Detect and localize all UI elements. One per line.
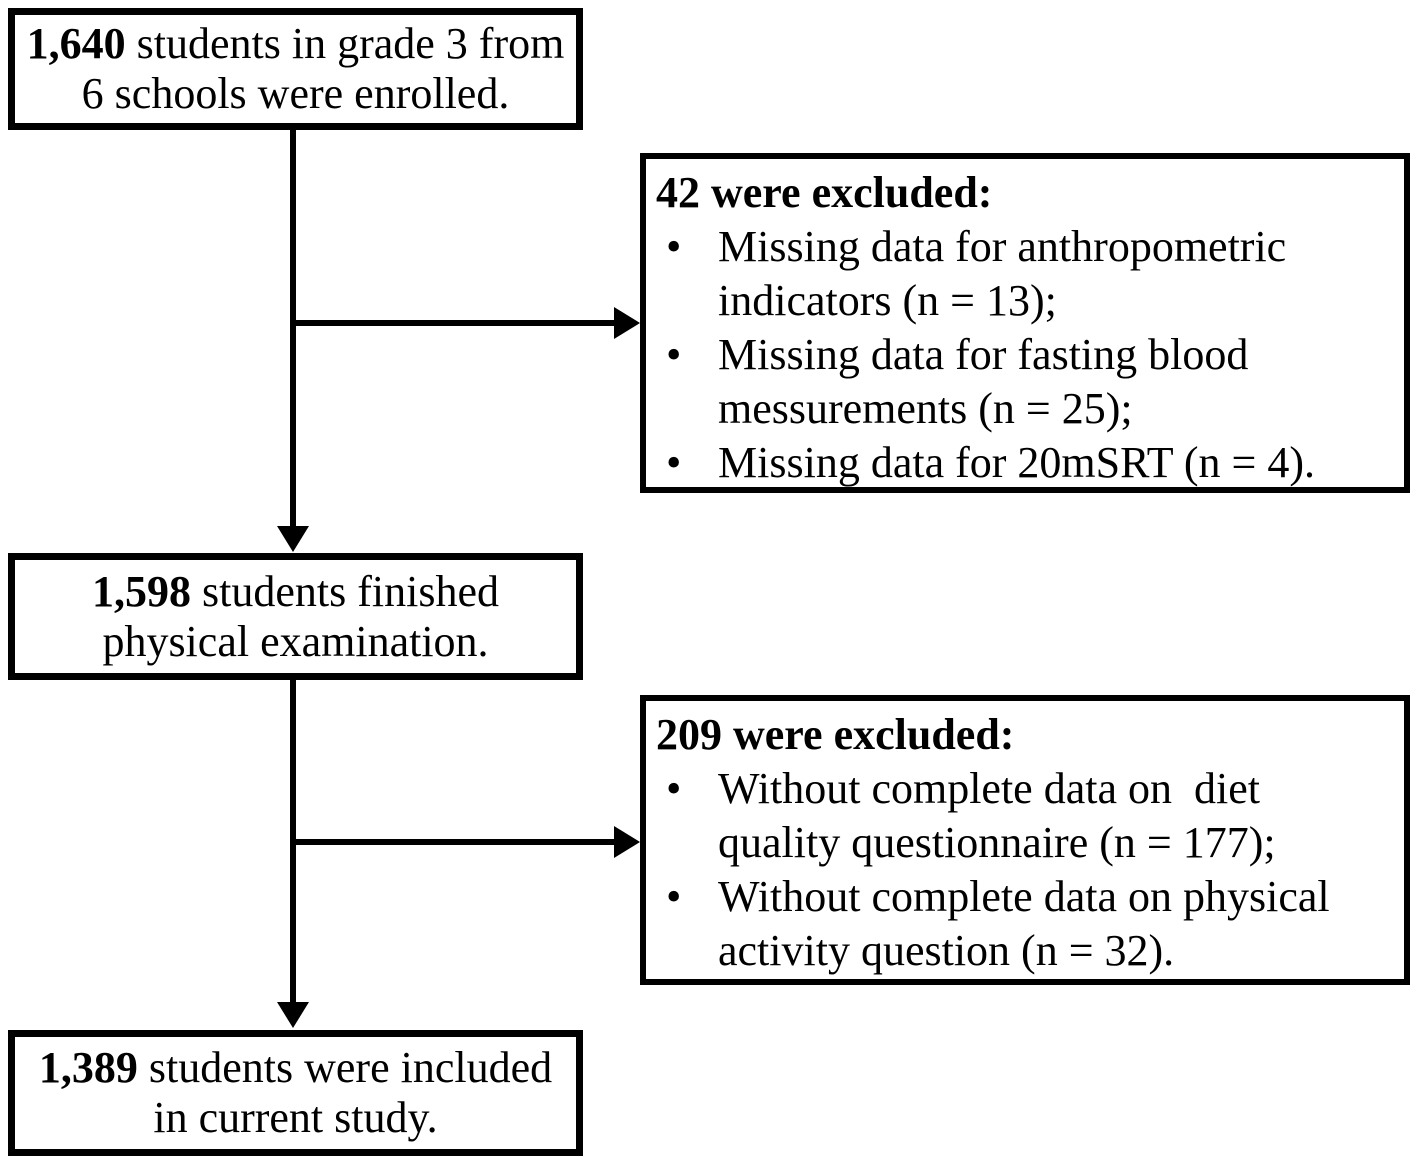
item-line: activity question (n = 32). — [718, 926, 1175, 975]
included-line1: 1,389 students were included — [15, 1043, 576, 1093]
arrowhead-physical-to-included — [277, 1002, 309, 1028]
excluded-first-heading: 42 were excluded: — [656, 168, 993, 217]
arrowhead-to-excluded-first — [614, 307, 640, 339]
excluded-second-item-2-text: Without complete data on physical activi… — [718, 870, 1390, 978]
item-line: Without complete data on diet — [718, 764, 1260, 813]
excluded-second-heading: 209 were excluded: — [656, 710, 1015, 759]
arrowhead-enrolled-to-physical — [277, 526, 309, 552]
item-line: quality questionnaire (n = 177); — [718, 818, 1276, 867]
excluded-first-item-1: • Missing data for anthropometric indica… — [656, 220, 1390, 328]
included-line1-text: students were included — [137, 1043, 553, 1092]
box-excluded-second: 209 were excluded: • Without complete da… — [640, 695, 1410, 985]
excluded-first-item-2: • Missing data for fasting blood messure… — [656, 328, 1390, 436]
physical-count: 1,598 — [92, 566, 191, 616]
box-enrolled: 1,640 students in grade 3 from 6 schools… — [8, 8, 583, 130]
item-line: Missing data for fasting blood — [718, 330, 1249, 379]
enrolled-line2: 6 schools were enrolled. — [81, 69, 510, 118]
physical-line1-text: students finished — [191, 566, 499, 616]
bullet-icon: • — [666, 438, 682, 487]
box-excluded-first: 42 were excluded: • Missing data for ant… — [640, 153, 1410, 493]
excluded-first-item-1-text: Missing data for anthropometric indicato… — [718, 220, 1390, 328]
included-count: 1,389 — [38, 1043, 138, 1092]
enrolled-line1-text: students in grade 3 from — [125, 19, 565, 68]
item-line: messurements (n = 25); — [718, 384, 1133, 433]
item-line: Missing data for 20mSRT (n = 4). — [718, 438, 1316, 487]
bullet-icon: • — [666, 222, 682, 271]
enrolled-count: 1,640 — [26, 19, 126, 68]
bullet-icon: • — [666, 764, 682, 813]
excluded-first-item-2-text: Missing data for fasting blood messureme… — [718, 328, 1390, 436]
bullet-icon: • — [666, 872, 682, 921]
box-included: 1,389 students were included in current … — [8, 1030, 583, 1156]
item-line: Missing data for anthropometric — [718, 222, 1287, 271]
arrowhead-to-excluded-second — [614, 826, 640, 858]
physical-line1: 1,598 students finished — [15, 567, 576, 617]
enrolled-line1: 1,640 students in grade 3 from — [15, 19, 576, 69]
item-line: Without complete data on physical — [718, 872, 1330, 921]
excluded-second-item-1-text: Without complete data on diet quality qu… — [718, 762, 1390, 870]
excluded-first-item-3: • Missing data for 20mSRT (n = 4). — [656, 436, 1390, 490]
box-physical-exam: 1,598 students finished physical examina… — [8, 553, 583, 680]
bullet-icon: • — [666, 330, 682, 379]
excluded-second-item-1: • Without complete data on diet quality … — [656, 762, 1390, 870]
excluded-first-item-3-text: Missing data for 20mSRT (n = 4). — [718, 436, 1390, 490]
physical-line2: physical examination. — [102, 616, 489, 666]
item-line: indicators (n = 13); — [718, 276, 1057, 325]
excluded-second-item-2: • Without complete data on physical acti… — [656, 870, 1390, 978]
included-line2: in current study. — [153, 1093, 438, 1142]
